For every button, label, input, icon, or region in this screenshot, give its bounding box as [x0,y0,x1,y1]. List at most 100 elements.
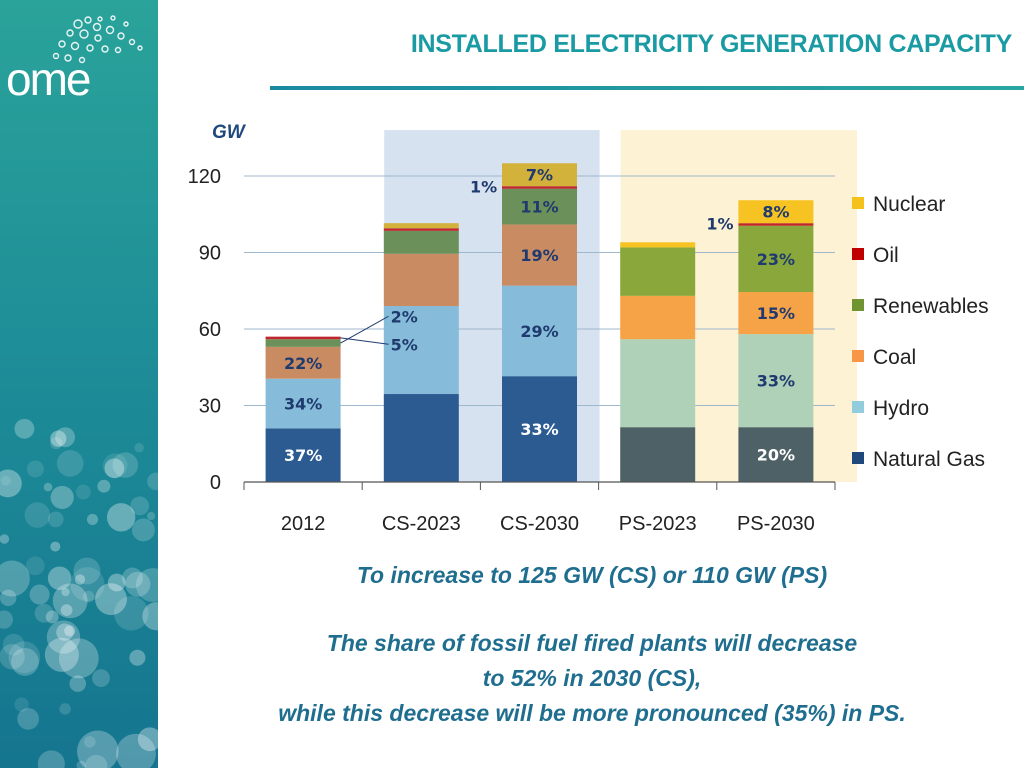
bubble [44,637,79,672]
bar-segment [502,285,577,377]
x-tick-label: CS-2023 [382,513,461,535]
bars [265,163,814,482]
bubble [1,475,11,486]
bubble [61,587,70,597]
bubble [77,730,119,768]
bubble [0,534,10,544]
callout-label: 1% [706,214,733,233]
bar-segment [502,186,577,189]
bar-segment [502,163,577,187]
bubble [84,736,96,748]
bubble [46,620,81,654]
bubble [56,623,74,641]
data-labels: 37% 34% 22% 33% 29% 19% 11% 7% 20% 33% 15% 23% 8% 2% 5… [284,166,795,466]
bubble [8,641,41,674]
legend-label: Natural Gas [873,448,985,471]
bar-segment [383,230,459,254]
bubble [37,750,65,768]
bubble [26,460,44,478]
callout-leader [340,337,389,345]
data-label: 33% [520,420,558,439]
caption-line-1: To increase to 125 GW (CS) or 110 GW (PS… [356,562,828,588]
bubble [25,556,45,576]
y-tick-label: 120 [188,166,221,188]
bubble [11,648,39,676]
bubble [142,602,158,631]
bubble [58,638,99,679]
legend-label: Renewables [873,295,989,318]
data-label: 20% [757,446,795,465]
data-label: 8% [762,203,789,222]
bar-segment [265,378,341,429]
bubble [56,450,84,477]
callout-label: 2% [391,307,418,326]
title-divider [270,86,1024,90]
y-tick-label: 30 [199,396,221,418]
y-tick-label: 60 [199,319,221,341]
bubble [50,437,63,450]
bubble [147,472,158,490]
bubble [43,482,53,492]
legend-swatch [852,248,864,260]
bubble [137,727,158,752]
bubble [112,452,139,478]
legend-label: Oil [873,244,899,267]
x-tick-label: PS-2030 [737,513,815,535]
legend-swatch [852,401,864,413]
bubble [84,754,108,768]
bubble [125,571,151,597]
bar-segment [383,223,459,229]
bubble [50,485,74,510]
bubble [52,583,88,619]
data-label: 37% [284,446,322,465]
data-label: 33% [757,372,795,391]
sidebar-decoration: ome [0,0,158,768]
bar-segment [738,225,814,293]
bar-segment [265,346,341,379]
bar-segment [738,334,814,428]
bubble [95,583,127,616]
caption-line-3: to 52% in 2030 (CS), [482,665,702,691]
bar-segment [502,376,577,482]
bar-segment [265,336,341,340]
bubble [59,703,71,715]
axes: 0 30 60 90 120 2012 CS-2023 CS-2030 PS-2023 PS-20… [188,122,836,535]
bubble [134,443,144,453]
bubble [131,518,155,542]
y-tick-label: 0 [210,472,221,494]
bubble [135,568,158,602]
bubble [122,567,143,589]
bar-segment [620,242,696,248]
bar-segment [265,428,341,482]
bubble [70,567,105,602]
bubble [92,669,110,688]
data-label: 19% [520,246,558,265]
x-tick-label: CS-2030 [500,513,579,535]
caption-line-2: The share of fossil fuel fired plants wi… [326,630,858,656]
legend-swatch [852,452,864,464]
bubble [130,496,150,516]
data-label: 15% [757,304,795,323]
data-label: 29% [520,322,558,341]
bar-segment [502,224,577,286]
bar-segment [620,427,696,482]
data-label: 34% [284,395,322,414]
logo-mark-icon [52,15,143,64]
bar-segment [383,394,459,482]
bubble [74,574,86,585]
bar-segment [738,223,814,226]
bubble [107,573,126,592]
bar-segment [383,306,459,395]
bubble [0,589,17,607]
y-axis-label: GW [212,122,247,143]
bubble [0,469,22,498]
stacked-bar-chart: 0 30 60 90 120 2012 CS-2023 CS-2030 PS-2023 PS-20… [188,122,989,535]
bubble [115,733,156,768]
data-label: 22% [284,354,322,373]
bubble [69,675,87,692]
bubble-pattern-icon [0,418,158,768]
legend: Nuclear Oil Renewables Coal Hydro Natural Gas [852,193,989,471]
bubble [17,708,40,730]
logo-text: ome [6,53,91,105]
data-label: 7% [526,166,553,185]
